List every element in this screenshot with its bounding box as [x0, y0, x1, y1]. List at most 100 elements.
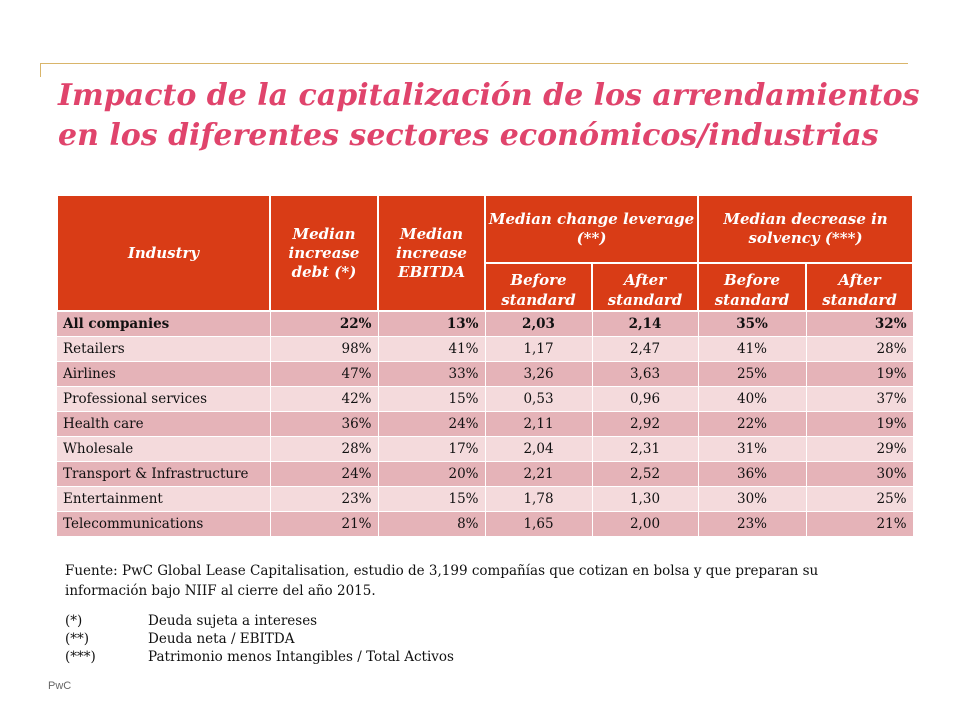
- cell-ebitda: 33%: [378, 361, 486, 387]
- cell-lev-after: 2,00: [592, 511, 699, 537]
- cell-ebitda: 13%: [378, 311, 486, 337]
- cell-ebitda: 17%: [378, 436, 486, 462]
- cell-industry: Wholesale: [57, 436, 271, 462]
- top-rule: [40, 63, 908, 64]
- cell-sol-after: 29%: [806, 436, 914, 462]
- slide-title-line-2: en los diferentes sectores económicos/in…: [58, 118, 879, 153]
- cell-lev-before: 3,26: [485, 361, 593, 387]
- header-median-increase-debt: Median increase debt (*): [269, 194, 379, 312]
- cell-sol-after: 25%: [806, 486, 914, 512]
- cell-lev-before: 1,78: [485, 486, 593, 512]
- header-industry: Industry: [56, 194, 271, 312]
- cell-lev-before: 2,04: [485, 436, 593, 462]
- cell-industry: Airlines: [57, 361, 271, 387]
- slide-title-line-1: Impacto de la capitalización de los arre…: [58, 78, 920, 113]
- cell-industry: Retailers: [57, 336, 271, 362]
- table-body: All companies 22% 13% 2,03 2,14 35% 32% Retaile…: [57, 311, 914, 537]
- table-row: Retailers 98% 41% 1,17 2,47 41% 28%: [57, 336, 914, 362]
- cell-ebitda: 41%: [378, 336, 486, 362]
- cell-lev-after: 0,96: [592, 386, 699, 412]
- cell-sol-after: 30%: [806, 461, 914, 487]
- cell-industry: All companies: [57, 311, 271, 337]
- cell-ebitda: 24%: [378, 411, 486, 437]
- cell-sol-before: 40%: [698, 386, 807, 412]
- footnote-mark: (**): [65, 631, 90, 647]
- cell-debt: 42%: [270, 386, 379, 412]
- cell-lev-before: 2,03: [485, 311, 593, 337]
- footnote-row: (**) Deuda neta / EBITDA: [65, 630, 454, 648]
- header-leverage-after: After standard: [590, 262, 700, 312]
- footnote-mark: (*): [65, 613, 83, 629]
- cell-ebitda: 15%: [378, 486, 486, 512]
- footnote-text: Patrimonio menos Intangibles / Total Act…: [148, 649, 454, 665]
- cell-sol-after: 32%: [806, 311, 914, 337]
- cell-debt: 47%: [270, 361, 379, 387]
- header-median-increase-ebitda: Median increase EBITDA: [377, 194, 486, 312]
- cell-sol-before: 22%: [698, 411, 807, 437]
- table-row: Entertainment 23% 15% 1,78 1,30 30% 25%: [57, 486, 914, 512]
- header-median-change-leverage: Median change leverage (**): [483, 194, 700, 264]
- header-solvency-before: Before standard: [697, 262, 808, 312]
- cell-industry: Health care: [57, 411, 271, 437]
- footnote-text: Deuda sujeta a intereses: [148, 613, 318, 629]
- cell-sol-after: 28%: [806, 336, 914, 362]
- cell-sol-before: 25%: [698, 361, 807, 387]
- cell-lev-after: 2,31: [592, 436, 699, 462]
- industry-impact-table: Industry Median increase debt (*) Median…: [56, 194, 915, 537]
- cell-lev-before: 0,53: [485, 386, 593, 412]
- top-rule-tick: [40, 63, 41, 77]
- cell-sol-after: 19%: [806, 411, 914, 437]
- table-row: Transport & Infrastructure 24% 20% 2,21 2,52…: [57, 461, 914, 487]
- footnote-row: (***) Patrimonio menos Intangibles / Tot…: [65, 648, 454, 666]
- cell-lev-after: 2,47: [592, 336, 699, 362]
- cell-ebitda: 8%: [378, 511, 486, 537]
- header-median-decrease-solvency: Median decrease in solvency (***): [697, 194, 915, 264]
- cell-debt: 24%: [270, 461, 379, 487]
- cell-ebitda: 15%: [378, 386, 486, 412]
- cell-lev-before: 2,11: [485, 411, 593, 437]
- cell-ebitda: 20%: [378, 461, 486, 487]
- source-note: Fuente: PwC Global Lease Capitalisation,…: [65, 563, 819, 599]
- cell-debt: 28%: [270, 436, 379, 462]
- footnotes: (*) Deuda sujeta a intereses (**) Deuda …: [65, 612, 454, 666]
- cell-debt: 36%: [270, 411, 379, 437]
- cell-sol-before: 36%: [698, 461, 807, 487]
- cell-industry: Entertainment: [57, 486, 271, 512]
- footer-brand: PwC: [48, 680, 72, 692]
- cell-industry: Transport & Infrastructure: [57, 461, 271, 487]
- cell-lev-after: 3,63: [592, 361, 699, 387]
- table-row: Telecommunications 21% 8% 1,65 2,00 23% 21%: [57, 511, 914, 537]
- header-solvency-after: After standard: [805, 262, 915, 312]
- cell-industry: Professional services: [57, 386, 271, 412]
- cell-lev-before: 1,65: [485, 511, 593, 537]
- cell-lev-before: 2,21: [485, 461, 593, 487]
- cell-debt: 23%: [270, 486, 379, 512]
- cell-sol-after: 21%: [806, 511, 914, 537]
- cell-sol-before: 35%: [698, 311, 807, 337]
- cell-lev-after: 2,14: [592, 311, 699, 337]
- cell-sol-after: 19%: [806, 361, 914, 387]
- table-row: Airlines 47% 33% 3,26 3,63 25% 19%: [57, 361, 914, 387]
- cell-debt: 98%: [270, 336, 379, 362]
- cell-lev-after: 2,92: [592, 411, 699, 437]
- cell-sol-before: 30%: [698, 486, 807, 512]
- cell-sol-before: 23%: [698, 511, 807, 537]
- header-leverage-before: Before standard: [484, 262, 593, 312]
- table-row: Wholesale 28% 17% 2,04 2,31 31% 29%: [57, 436, 914, 462]
- cell-industry: Telecommunications: [57, 511, 271, 537]
- cell-lev-after: 2,52: [592, 461, 699, 487]
- slide-title: Impacto de la capitalización de los arre…: [58, 76, 938, 156]
- cell-debt: 22%: [270, 311, 379, 337]
- cell-debt: 21%: [270, 511, 379, 537]
- cell-lev-before: 1,17: [485, 336, 593, 362]
- table-row: Professional services 42% 15% 0,53 0,96 40% 37…: [57, 386, 914, 412]
- cell-sol-after: 37%: [806, 386, 914, 412]
- cell-lev-after: 1,30: [592, 486, 699, 512]
- cell-sol-before: 41%: [698, 336, 807, 362]
- footnote-text: Deuda neta / EBITDA: [148, 631, 295, 647]
- footnote-row: (*) Deuda sujeta a intereses: [65, 612, 454, 630]
- cell-sol-before: 31%: [698, 436, 807, 462]
- table-row: All companies 22% 13% 2,03 2,14 35% 32%: [57, 311, 914, 337]
- table-row: Health care 36% 24% 2,11 2,92 22% 19%: [57, 411, 914, 437]
- footnote-mark: (***): [65, 649, 96, 665]
